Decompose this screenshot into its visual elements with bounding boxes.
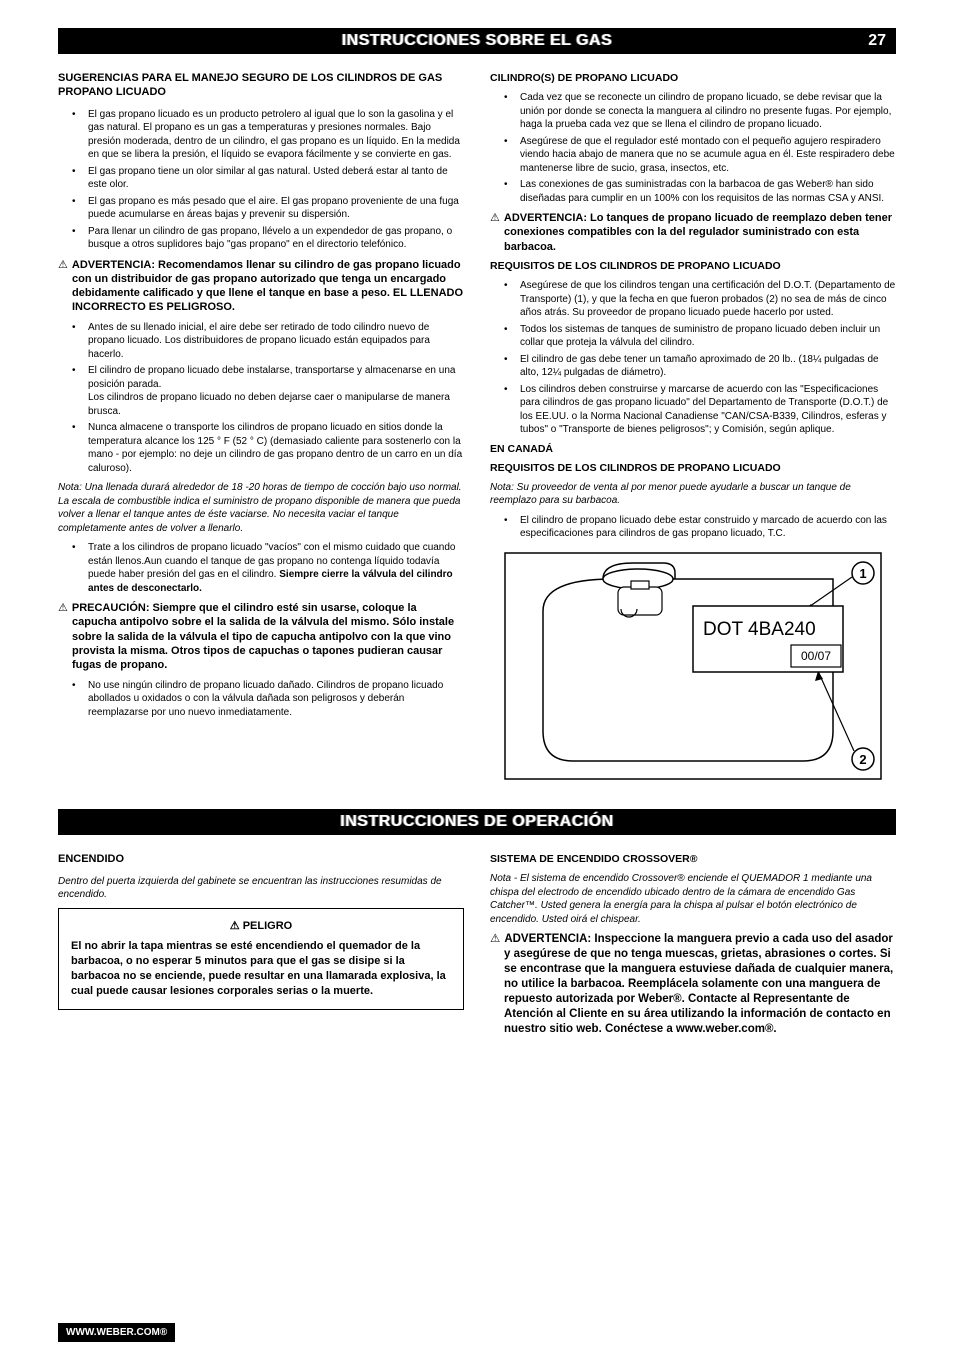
- list-item: Nunca almacene o transporte los cilindro…: [58, 421, 464, 475]
- page-number: 27: [868, 30, 886, 52]
- list-item: Antes de su llenado inicial, el aire deb…: [58, 321, 464, 362]
- warning-text: ADVERTENCIA: Lo tanques de propano licua…: [504, 212, 892, 253]
- dot-label: DOT 4BA240: [703, 619, 816, 640]
- warning-text: ADVERTENCIA: Recomendamos llenar su cili…: [72, 259, 463, 314]
- list-item: Para llenar un cilindro de gas propano, …: [58, 225, 464, 252]
- danger-box: ⚠ PELIGRO El no abrir la tapa mientras s…: [58, 908, 464, 1010]
- left-list-2: Antes de su llenado inicial, el aire deb…: [58, 321, 464, 476]
- left-column: SUGERENCIAS PARA EL MANEJO SEGURO DE LOS…: [58, 72, 464, 781]
- list-item: Todos los sistemas de tanques de suminis…: [490, 323, 896, 350]
- header-bar: INSTRUCCIONES SOBRE EL GAS 27: [58, 28, 896, 54]
- danger-body: El no abrir la tapa mientras se esté enc…: [71, 939, 451, 998]
- left-warning-1: ADVERTENCIA: Recomendamos llenar su cili…: [58, 258, 464, 315]
- op-right-h1: SISTEMA DE ENCENDIDO CROSSOVER®: [490, 853, 896, 866]
- right-warning-1: ADVERTENCIA: Lo tanques de propano licua…: [490, 211, 896, 254]
- list-item: El gas propano licuado es un producto pe…: [58, 108, 464, 162]
- left-note-1: Nota: Una llenada durará alrededor de 18…: [58, 481, 464, 535]
- cylinder-diagram: 1 2 DOT 4BA240: [490, 551, 896, 781]
- caution-text: PRECAUCIÓN: Siempre que el cilindro esté…: [72, 602, 454, 671]
- header-title-2: INSTRUCCIONES DE OPERACIÓN: [340, 811, 613, 833]
- list-item: Cada vez que se reconecte un cilindro de…: [490, 91, 896, 132]
- op-right-column: SISTEMA DE ENCENDIDO CROSSOVER® Nota - E…: [490, 853, 896, 1043]
- right-h2: REQUISITOS DE LOS CILINDROS DE PROPANO L…: [490, 260, 896, 273]
- callout-2: 2: [859, 752, 866, 767]
- right-list-3: El cilindro de propano licuado debe esta…: [490, 514, 896, 541]
- callout-1: 1: [859, 566, 866, 581]
- right-list-1: Cada vez que se reconecte un cilindro de…: [490, 91, 896, 205]
- right-h1: CILINDRO(S) DE PROPANO LICUADO: [490, 72, 896, 85]
- right-list-2: Asegúrese de que los cilindros tengan un…: [490, 279, 896, 437]
- danger-title: ⚠ PELIGRO: [71, 919, 451, 934]
- list-item: El gas propano tiene un olor similar al …: [58, 165, 464, 192]
- list-item: Asegúrese de que los cilindros tengan un…: [490, 279, 896, 320]
- left-h1: SUGERENCIAS PARA EL MANEJO SEGURO DE LOS…: [58, 72, 464, 100]
- header-title: INSTRUCCIONES SOBRE EL GAS: [68, 30, 886, 52]
- cylinder-svg: 1 2 DOT 4BA240: [503, 551, 883, 781]
- right-h3: EN CANADÁ: [490, 443, 896, 456]
- list-text: Los cilindros de propano licuado no debe…: [88, 392, 450, 417]
- list-item: El cilindro de propano licuado debe esta…: [490, 514, 896, 541]
- section-operation: ENCENDIDO Dentro del puerta izquierda de…: [58, 853, 896, 1043]
- left-caution: PRECAUCIÓN: Siempre que el cilindro esté…: [58, 601, 464, 672]
- list-item: Las conexiones de gas suministradas con …: [490, 178, 896, 205]
- section-gas: SUGERENCIAS PARA EL MANEJO SEGURO DE LOS…: [58, 72, 896, 781]
- right-column: CILINDRO(S) DE PROPANO LICUADO Cada vez …: [490, 72, 896, 781]
- list-item: El cilindro de gas debe tener un tamaño …: [490, 353, 896, 380]
- left-list-1: El gas propano licuado es un producto pe…: [58, 108, 464, 252]
- list-item: El cilindro de propano licuado debe inst…: [58, 364, 464, 418]
- left-list-3: Trate a los cilindros de propano licuado…: [58, 541, 464, 595]
- header-bar-2: INSTRUCCIONES DE OPERACIÓN: [58, 809, 896, 835]
- op-right-note: Nota - El sistema de encendido Crossover…: [490, 872, 896, 926]
- op-left-h1: ENCENDIDO: [58, 853, 464, 867]
- list-item: No use ningún cilindro de propano licuad…: [58, 679, 464, 720]
- op-right-warning: ADVERTENCIA: Inspeccione la manguera pre…: [490, 932, 896, 1037]
- op-left-note: Dentro del puerta izquierda del gabinete…: [58, 875, 464, 902]
- right-h4: REQUISITOS DE LOS CILINDROS DE PROPANO L…: [490, 462, 896, 475]
- date-label: 00/07: [801, 649, 831, 663]
- list-item: Los cilindros deben construirse y marcar…: [490, 383, 896, 437]
- list-item: Trate a los cilindros de propano licuado…: [58, 541, 464, 595]
- list-text: El cilindro de propano licuado debe inst…: [88, 365, 455, 390]
- left-list-4: No use ningún cilindro de propano licuad…: [58, 679, 464, 720]
- warning-text: ADVERTENCIA: Inspeccione la manguera pre…: [504, 933, 893, 1035]
- right-note-1: Nota: Su proveedor de venta al por menor…: [490, 481, 896, 508]
- op-left-column: ENCENDIDO Dentro del puerta izquierda de…: [58, 853, 464, 1043]
- list-item: Asegúrese de que el regulador esté monta…: [490, 135, 896, 176]
- footer-url: WWW.WEBER.COM®: [58, 1323, 175, 1343]
- list-item: El gas propano es más pesado que el aire…: [58, 195, 464, 222]
- footer: WWW.WEBER.COM®: [58, 1323, 896, 1343]
